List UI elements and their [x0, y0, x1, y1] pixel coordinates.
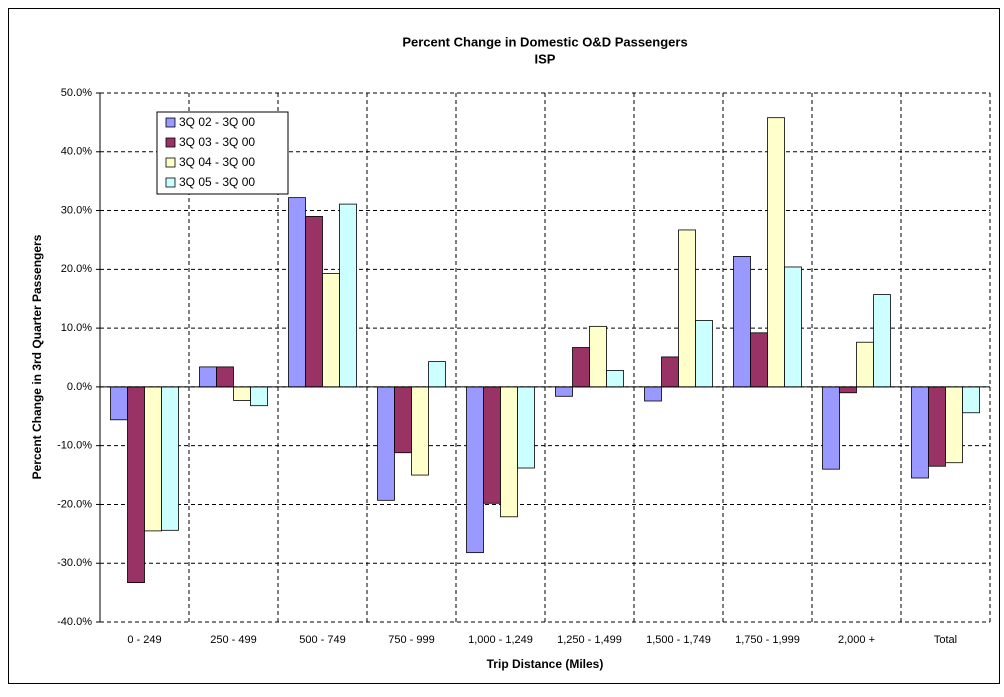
chart-title: Percent Change in Domestic O&D Passenger…	[402, 34, 687, 49]
y-tick-label: 0.0%	[67, 381, 92, 393]
bar	[606, 370, 624, 388]
bar	[288, 197, 306, 388]
x-tick-label: 750 - 999	[388, 634, 434, 646]
bar	[161, 386, 179, 531]
legend-swatch	[165, 157, 176, 168]
bar	[784, 266, 802, 388]
bar	[873, 294, 891, 388]
x-tick-label: Total	[934, 634, 957, 646]
legend-label: 3Q 05 - 3Q 00	[179, 175, 255, 189]
bar	[322, 273, 340, 388]
x-tick-label: 2,000 +	[838, 634, 875, 646]
bar	[339, 203, 357, 388]
chart-border	[8, 8, 1000, 684]
x-tick-label: 0 - 249	[127, 634, 161, 646]
bar	[377, 386, 395, 501]
chart-subtitle: ISP	[535, 51, 556, 66]
bar	[589, 325, 607, 388]
bar	[305, 216, 323, 388]
y-tick-label: 50.0%	[61, 87, 92, 99]
x-tick-label: 250 - 499	[210, 634, 256, 646]
bar	[911, 386, 929, 479]
y-tick-label: -30.0%	[57, 557, 92, 569]
bar	[483, 386, 501, 504]
bar	[572, 347, 590, 388]
legend-swatch	[165, 177, 176, 188]
legend-swatch	[165, 137, 176, 148]
bar	[839, 386, 857, 394]
legend-box	[156, 111, 289, 195]
bar	[110, 386, 128, 421]
bar	[411, 386, 429, 476]
bar	[428, 361, 446, 388]
bar	[144, 386, 162, 532]
bar	[767, 117, 785, 388]
bar	[856, 341, 874, 388]
y-tick-label: 10.0%	[61, 322, 92, 334]
legend-label: 3Q 03 - 3Q 00	[179, 135, 255, 149]
bar	[945, 386, 963, 464]
bar	[199, 366, 217, 388]
legend-label: 3Q 04 - 3Q 00	[179, 155, 255, 169]
bar	[394, 386, 412, 454]
bar	[555, 386, 573, 397]
bar	[466, 386, 484, 554]
bar	[750, 332, 768, 388]
x-tick-label: 1,000 - 1,249	[468, 634, 533, 646]
y-tick-label: 30.0%	[61, 204, 92, 216]
y-tick-label: 40.0%	[61, 146, 92, 158]
bar	[127, 386, 145, 584]
bar	[928, 386, 946, 467]
y-tick-label: -10.0%	[57, 440, 92, 452]
x-tick-label: 500 - 749	[299, 634, 345, 646]
bar	[733, 256, 751, 388]
y-axis-title: Percent Change in 3rd Quarter Passengers	[30, 234, 44, 479]
bar	[661, 356, 679, 388]
x-axis-title: Trip Distance (Miles)	[487, 657, 604, 671]
legend-label: 3Q 02 - 3Q 00	[179, 115, 255, 129]
x-tick-label: 1,500 - 1,749	[646, 634, 711, 646]
bar	[216, 366, 234, 388]
bar	[822, 386, 840, 470]
y-tick-label: -40.0%	[57, 616, 92, 628]
bar	[233, 386, 251, 401]
x-tick-label: 1,250 - 1,499	[557, 634, 622, 646]
bar	[695, 320, 713, 388]
y-tick-label: -20.0%	[57, 498, 92, 510]
y-tick-label: 20.0%	[61, 263, 92, 275]
bar	[644, 386, 662, 402]
bar	[500, 386, 518, 518]
bar	[250, 386, 268, 407]
bar	[517, 386, 535, 469]
bar	[678, 229, 696, 388]
bar	[962, 386, 980, 414]
x-tick-label: 1,750 - 1,999	[735, 634, 800, 646]
legend-swatch	[165, 117, 176, 128]
